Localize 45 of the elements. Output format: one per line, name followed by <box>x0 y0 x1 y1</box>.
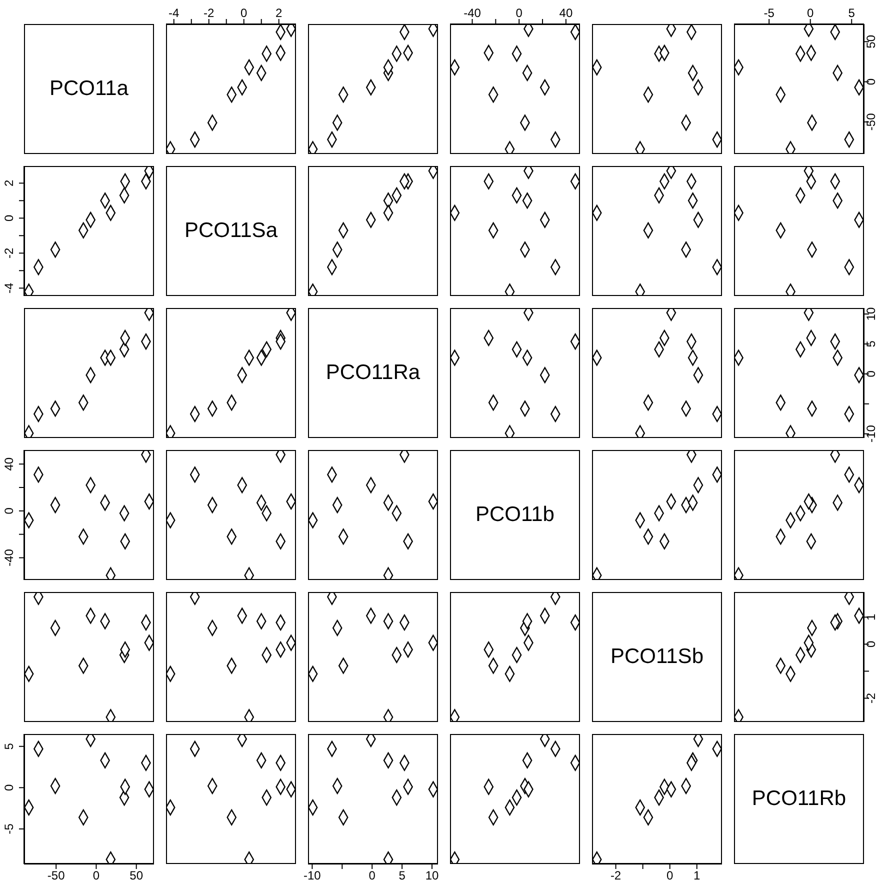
x-tick-label: 0 <box>666 868 674 883</box>
y-tick-label: 5 <box>864 340 878 348</box>
x-tick-label: 0 <box>368 868 376 883</box>
y-tick-label: -50 <box>864 112 878 131</box>
y-tick-label: 50 <box>864 34 878 48</box>
x-tick-label: -10 <box>304 868 322 883</box>
x-tick-label: 50 <box>130 868 144 883</box>
y-tick-label: 0 <box>864 370 878 378</box>
x-tick-label: 0 <box>807 6 814 20</box>
text: PCO11b <box>476 503 554 527</box>
y-tick-label: 0 <box>864 640 878 648</box>
y-tick-label: 0 <box>2 214 16 222</box>
x-tick-label: 0 <box>240 6 248 20</box>
text: PCO11a <box>50 77 128 101</box>
text: PCO11Ra <box>326 361 420 385</box>
text: PCO11Sa <box>184 219 278 243</box>
y-tick-label: 10 <box>864 306 878 321</box>
x-tick-label: 10 <box>425 868 440 883</box>
y-tick-label: -40 <box>2 548 16 566</box>
y-tick-label: -2 <box>2 247 16 258</box>
x-tick-label: 2 <box>276 6 283 20</box>
y-tick-label: -4 <box>2 282 16 294</box>
y-tick-label: 0 <box>2 507 16 514</box>
x-tick-label: -50 <box>47 868 66 883</box>
x-tick-label: -40 <box>464 6 482 20</box>
x-tick-label: 0 <box>516 6 523 20</box>
y-tick-label: 2 <box>2 179 16 186</box>
text: PCO11Sb <box>610 645 704 669</box>
x-tick-label: -2 <box>610 868 622 883</box>
x-tick-label: -5 <box>764 6 775 20</box>
x-tick-label: 5 <box>398 868 406 883</box>
y-tick-label: -10 <box>864 424 878 442</box>
x-tick-label: 1 <box>694 868 701 883</box>
text: PCO11Rb <box>752 787 846 811</box>
y-tick-label: -5 <box>2 823 16 834</box>
x-tick-label: -2 <box>204 6 215 20</box>
y-tick-label: 5 <box>2 742 16 750</box>
y-tick-label: 0 <box>864 78 878 86</box>
y-tick-label: 40 <box>2 457 16 471</box>
x-tick-label: 0 <box>92 868 100 883</box>
y-tick-label: -2 <box>864 692 878 704</box>
x-tick-label: 5 <box>848 6 856 20</box>
x-tick-label: 40 <box>559 6 573 20</box>
y-tick-label: 0 <box>2 784 16 791</box>
x-tick-label: -4 <box>168 6 180 20</box>
